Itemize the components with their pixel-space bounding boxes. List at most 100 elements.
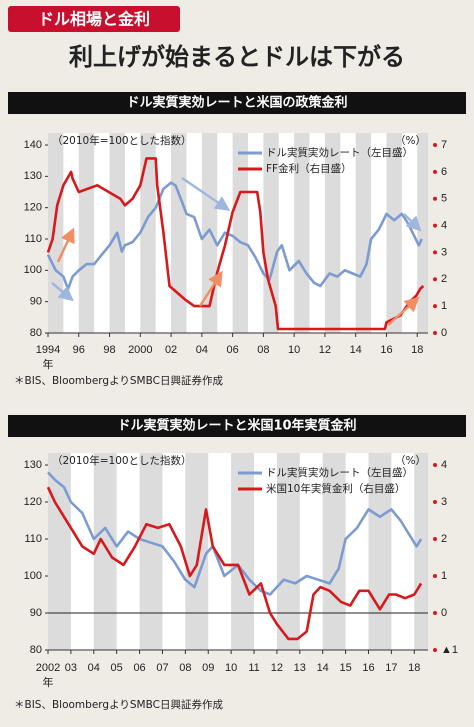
stripe [171,133,187,333]
y-tick-label: 110 [24,533,42,545]
x-tick-label: 02 [165,344,177,356]
stripe [355,133,372,333]
x-tick-label: 10 [225,662,237,674]
y2-tick-label: 1 [441,570,447,582]
y2-tick-label: 4 [441,459,447,471]
header-bar [8,415,466,437]
y-tick-label: 90 [30,607,42,619]
y-tick-label: 130 [24,459,42,471]
x-unit: 年 [43,675,54,689]
arrows [51,176,422,326]
x-unit: 年 [43,357,54,371]
x-tick-label: 08 [179,662,191,674]
stripe [386,133,402,333]
x-tick-label: 07 [156,662,168,674]
y2-tick-label: 7 [441,139,447,151]
y-tick-label: 80 [30,644,42,656]
stripe [414,453,428,650]
index-note: （2010年=100とした指数） [52,454,192,467]
stripe [417,133,428,333]
arrow [51,282,74,302]
y2-tick [433,500,437,504]
y2-tick [433,277,437,282]
x-tick-label: 09 [202,662,214,674]
x-tick-label: 2000 [128,344,152,356]
arrow [387,296,420,326]
stripe [48,133,64,333]
y2-tick [433,196,437,201]
x-tick-label: 04 [88,662,100,674]
legend-label: ドル実質実効レート（左目盛） [266,466,413,479]
y2-tick-label: 1 [441,300,447,312]
y2-tick [433,648,437,652]
y2-unit: （%） [395,135,426,147]
header: ドル実質実効レートと米国の政策金利 [126,95,347,111]
x-tick-label: 96 [73,344,85,356]
x-tick-label: 14 [317,662,329,674]
x-tick-label: 12 [319,344,331,356]
y2-tick [433,331,437,335]
y2-tick [433,223,437,228]
x-tick-label: 12 [271,662,283,674]
stripe [324,133,341,333]
y2-tick [433,143,437,147]
x-tick-label: 11 [248,662,259,674]
y2-unit: （%） [395,455,426,467]
x-tick-label: 05 [111,662,123,674]
legend-label: 米国10年実質金利（右目盛） [266,482,405,495]
legend-label: FF金利（右目盛） [266,162,352,175]
y2-tick [433,537,437,541]
x-tick-label: 16 [362,662,374,674]
x-tick-label: 18 [411,344,423,356]
x-tick-label: 15 [339,662,351,674]
y2-tick-label: 5 [441,193,447,205]
y2-tick [433,463,437,467]
stripe [78,133,95,333]
y2-tick-label: ▲1 [441,644,458,656]
x-tick-label: 04 [196,344,208,356]
stripe [231,453,255,650]
tab: ドル相場と金利 [38,10,150,29]
x-tick-label: 08 [257,344,269,356]
y-tick-label: 140 [24,139,42,151]
x-tick-label: 16 [380,344,392,356]
y2-tick-label: 2 [441,273,447,285]
x-tick-label: 98 [103,344,115,356]
y2-tick-label: 6 [441,166,447,178]
series-line [46,181,423,291]
legend-label: ドル実質実効レート（左目盛） [266,146,413,159]
x-tick-label: 17 [385,662,397,674]
y-tick-label: 80 [30,327,42,339]
x-tick-label: 06 [226,344,238,356]
stripe [294,133,310,333]
chart-1: ドル実質実効レートと米国の政策金利80901001101201301400123… [8,92,466,387]
x-tick-label: 06 [133,662,145,674]
main-title: 利上げが始まるとドルは下がる [69,43,405,71]
y-tick-label: 120 [24,202,42,214]
y-tick-label: 100 [24,264,42,276]
stripe [263,133,279,333]
y2-tick-label: 0 [441,327,447,339]
y-tick-label: 100 [24,570,42,582]
y-tick-label: 120 [24,496,42,508]
x-tick-label: 18 [408,662,420,674]
stripe [140,133,156,333]
arrow [198,270,223,307]
x-tick-label: 2002 [36,662,60,674]
y2-tick [433,169,437,174]
x-tick-label: 10 [288,344,300,356]
index-note: （2010年=100とした指数） [52,134,192,147]
stripe [93,453,117,650]
y2-tick-label: 2 [441,533,447,545]
y2-tick-label: 3 [441,246,447,258]
header: ドル実質実効レートと米国10年実質金利 [117,418,356,434]
y2-tick-label: 0 [441,607,447,619]
y2-tick-label: 4 [441,219,447,231]
y2-tick-label: 3 [441,496,447,508]
stripe [232,133,248,333]
source: ＊BIS、BloombergよりSMBC日興証券作成 [14,374,223,387]
arrow [403,213,422,232]
stripe [139,453,163,650]
x-tick-label: 14 [350,344,362,356]
